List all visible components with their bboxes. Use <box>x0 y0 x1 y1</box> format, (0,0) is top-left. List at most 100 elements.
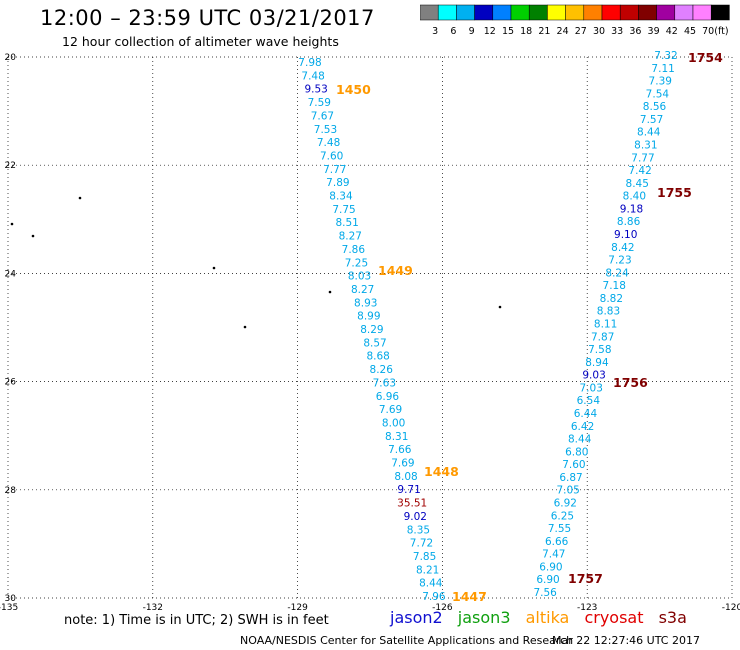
swh-value: 7.11 <box>651 63 674 75</box>
swh-value: 8.99 <box>357 311 380 323</box>
swh-value: 8.00 <box>382 417 405 429</box>
pass-time-label: 1450 <box>336 82 371 97</box>
swh-value: 7.53 <box>314 124 337 136</box>
swh-value: 8.86 <box>617 216 641 228</box>
longitude-label: -132 <box>143 603 163 612</box>
swh-value: 7.03 <box>580 382 603 394</box>
swh-value: 8.21 <box>416 564 439 576</box>
swh-value: 9.53 <box>304 84 327 96</box>
generated-timestamp: Mar 22 12:27:46 UTC 2017 <box>552 634 700 647</box>
scale-tick-label: 39 <box>648 26 660 37</box>
swh-value: 7.63 <box>373 377 396 389</box>
swh-value: 8.03 <box>348 271 371 283</box>
swh-value: 8.31 <box>634 140 657 152</box>
swh-value: 7.60 <box>320 150 343 162</box>
island-marker <box>31 234 35 238</box>
latitude-label: 28 <box>5 486 17 496</box>
swh-value: 8.44 <box>419 578 443 590</box>
latitude-label: 30 <box>5 594 17 604</box>
swh-value: 8.40 <box>623 191 646 203</box>
swh-value: 6.42 <box>571 421 594 433</box>
pass-time-label: 1447 <box>452 589 487 604</box>
pass-time-label: 1754 <box>688 50 723 65</box>
swh-value: 6.54 <box>577 395 601 407</box>
scale-tick-label: (ft) <box>714 26 728 37</box>
swh-value: 8.94 <box>585 357 609 369</box>
pass-time-label: 1448 <box>424 464 459 479</box>
swh-value: 7.69 <box>379 404 402 416</box>
color-swatch <box>710 4 730 21</box>
swh-value: 7.56 <box>533 587 557 599</box>
scale-tick-label: 36 <box>629 26 641 37</box>
swh-value: 8.51 <box>335 217 358 229</box>
swh-value: 8.27 <box>351 284 374 296</box>
island-marker <box>78 196 82 200</box>
swh-value: 8.44 <box>568 434 592 446</box>
latitude-label: 24 <box>5 269 17 279</box>
swh-value: 7.54 <box>646 88 670 100</box>
swh-value: 6.92 <box>554 498 577 510</box>
satellite-legend: jason2 jason3 altika cryosat s3a <box>390 608 697 627</box>
scale-tick-label: 18 <box>520 26 532 37</box>
swh-value: 7.98 <box>298 57 321 69</box>
swh-value: 7.96 <box>422 591 446 603</box>
pass-time-label: 1756 <box>613 375 648 390</box>
swh-value: 9.71 <box>397 484 420 496</box>
swh-value: 6.90 <box>536 574 559 586</box>
swh-value: 6.80 <box>565 446 588 458</box>
legend-jason3: jason3 <box>457 608 511 627</box>
swh-value: 8.83 <box>597 306 620 318</box>
swh-value: 9.03 <box>582 370 605 382</box>
swh-value: 8.34 <box>329 191 353 203</box>
legend-cryosat: cryosat <box>584 608 644 627</box>
page-subtitle: 12 hour collection of altimeter wave hei… <box>62 34 339 49</box>
swh-value: 6.87 <box>559 472 582 484</box>
swh-value: 6.44 <box>574 408 598 420</box>
longitude-label: -120 <box>722 603 740 612</box>
scale-tick-label: 21 <box>538 26 550 37</box>
swh-value: 7.58 <box>588 344 611 356</box>
latitude-label: 22 <box>5 161 16 171</box>
island-marker <box>328 290 332 294</box>
pass-time-label: 1757 <box>568 571 603 586</box>
credit-text: NOAA/NESDIS Center for Satellite Applica… <box>240 634 574 647</box>
swh-value: 9.02 <box>404 511 427 523</box>
swh-value: 8.42 <box>611 242 634 254</box>
swh-value: 7.77 <box>323 164 346 176</box>
swh-value: 7.89 <box>326 177 349 189</box>
swh-value: 8.24 <box>605 267 629 279</box>
swh-value: 7.59 <box>308 97 331 109</box>
swh-value: 7.25 <box>345 257 368 269</box>
swh-value: 7.32 <box>654 50 677 62</box>
swh-value: 7.72 <box>410 538 433 550</box>
page-title: 12:00 – 23:59 UTC 03/21/2017 <box>40 6 375 30</box>
island-marker <box>498 305 502 309</box>
swh-value: 8.11 <box>594 319 617 331</box>
scale-tick-label: 15 <box>502 26 514 37</box>
longitude-label: -123 <box>577 603 597 612</box>
swh-value: 8.56 <box>643 101 667 113</box>
swh-value: 7.55 <box>548 523 571 535</box>
legend-s3a: s3a <box>658 608 687 627</box>
swh-value: 7.87 <box>591 331 614 343</box>
scale-tick-label: 70 <box>702 26 714 37</box>
island-marker <box>243 325 247 329</box>
swh-value: 7.75 <box>332 204 355 216</box>
swh-value: 8.45 <box>626 178 649 190</box>
swh-value: 7.85 <box>413 551 436 563</box>
scale-tick-label: 42 <box>666 26 678 37</box>
scale-tick-label: 24 <box>557 26 569 37</box>
pass-time-label: 1449 <box>378 263 413 278</box>
scale-tick-label: 3 <box>432 26 438 37</box>
swh-value: 7.60 <box>562 459 585 471</box>
swh-value: 9.10 <box>614 229 637 241</box>
swh-value: 8.68 <box>366 351 389 363</box>
legend-jason2: jason2 <box>390 608 443 627</box>
swh-value: 7.77 <box>631 152 654 164</box>
swh-value: 8.82 <box>600 293 623 305</box>
swh-value: 8.31 <box>385 431 408 443</box>
footer-note: note: 1) Time is in UTC; 2) SWH is in fe… <box>64 613 329 628</box>
island-marker <box>212 266 216 270</box>
swh-value: 8.08 <box>394 471 417 483</box>
latitude-label: 26 <box>5 378 17 388</box>
